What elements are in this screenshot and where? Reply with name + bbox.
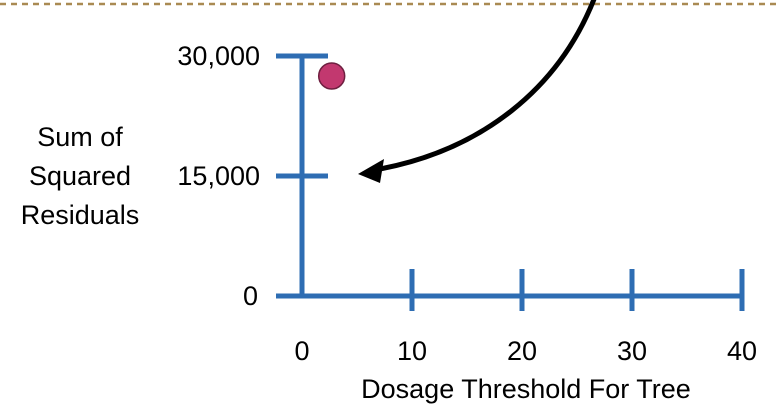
data-point [317, 62, 346, 90]
annotation-arrow [377, 0, 597, 172]
data-points [317, 62, 346, 90]
axes [276, 56, 742, 299]
x-tick-label: 0 [294, 336, 309, 366]
x-tick-label: 20 [507, 336, 537, 366]
x-tick-label: 10 [397, 336, 427, 366]
y-axis-label: Sum of Squared Residuals [21, 122, 140, 230]
y-tick-label: 30,000 [177, 41, 260, 71]
y-axis-label-line: Sum of [37, 122, 123, 152]
y-tick-label: 15,000 [177, 161, 260, 191]
annotation-arrowhead [358, 159, 384, 183]
x-tick-label: 30 [617, 336, 647, 366]
y-axis-label-line: Squared [29, 161, 131, 191]
x-axis-label: Dosage Threshold For Tree [361, 374, 691, 404]
y-axis-label-line: Residuals [21, 200, 140, 230]
x-tick-label: 40 [727, 336, 757, 366]
y-tick-label: 0 [243, 281, 258, 311]
axis-ticks: 0 10 20 30 40 0 15,000 30,000 [177, 41, 757, 366]
